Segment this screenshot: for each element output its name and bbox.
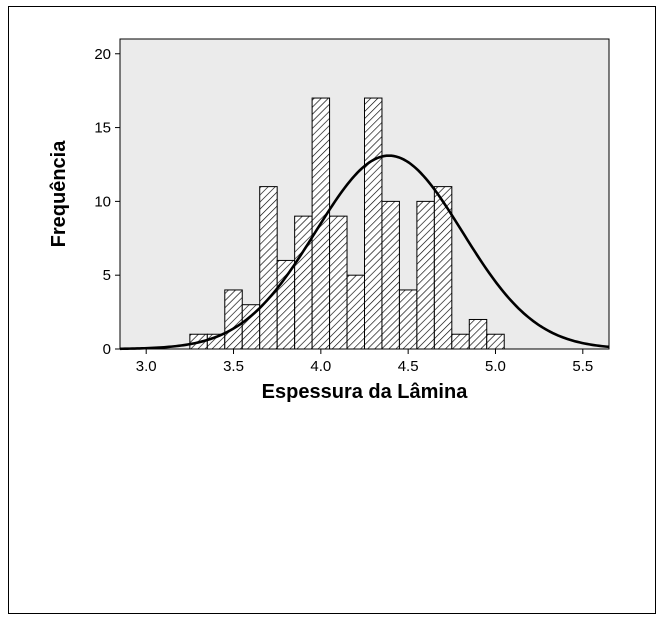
y-tick-label-20: 20 (94, 46, 111, 63)
histogram-bar-13 (398, 289, 418, 350)
chart-frame: 0 5 10 15 20 3.0 3.5 4.0 4.5 5.0 5.5 Espessura da L… (8, 6, 656, 614)
x-tick-label-4.0: 4.0 (310, 358, 331, 375)
y-tick-label-0: 0 (103, 341, 111, 358)
x-tick-label-4.5: 4.5 (398, 358, 419, 375)
histogram-bar-17 (468, 318, 488, 350)
x-tick-label-5.0: 5.0 (485, 358, 506, 375)
histogram-bar-7 (294, 215, 313, 350)
histogram-bar-3 (224, 289, 243, 350)
y-tick-label-5: 5 (103, 267, 111, 284)
x-tick-label-5.5: 5.5 (572, 358, 593, 375)
y-axis-title: Frequência (48, 140, 70, 248)
histogram-bar-5 (259, 186, 278, 350)
normal-curve (119, 154, 610, 351)
histogram-bar-11 (364, 97, 383, 350)
y-tick-label-10: 10 (94, 193, 111, 210)
x-tick-label-3.5: 3.5 (223, 358, 244, 375)
histogram-chart: 0 5 10 15 20 3.0 3.5 4.0 4.5 5.0 5.5 Espessura da L… (48, 38, 610, 403)
histogram-bar-18 (486, 333, 505, 350)
x-axis-title: Espessura da Lâmina (262, 381, 469, 403)
histogram-bar-6 (276, 259, 296, 350)
histogram-bar-9 (329, 215, 348, 350)
histogram-bar-12 (381, 200, 400, 350)
histogram-bar-10 (346, 274, 365, 350)
histogram-bar-14 (416, 200, 435, 350)
histogram-bar-16 (451, 333, 470, 350)
histogram-bar-15 (433, 186, 453, 350)
y-tick-label-15: 15 (94, 120, 111, 137)
x-tick-label-3.0: 3.0 (136, 358, 157, 375)
